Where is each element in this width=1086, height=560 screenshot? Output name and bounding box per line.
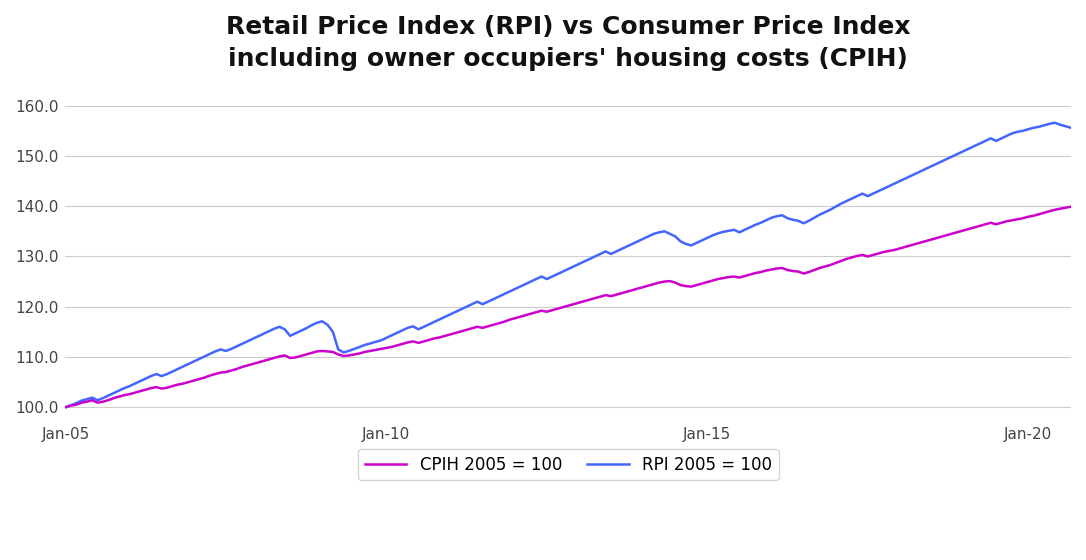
- CPIH 2005 = 100: [722, 274, 735, 281]
- RPI 2005 = 100: [813, 211, 826, 218]
- CPIH 2005 = 100: [850, 253, 863, 259]
- CPIH 2005 = 100: [813, 265, 826, 272]
- CPIH 2005 = 100: [256, 358, 269, 365]
- RPI 2005 = 100: [1048, 119, 1061, 126]
- Line: RPI 2005 = 100: RPI 2005 = 100: [65, 123, 1071, 407]
- RPI 2005 = 100: [1064, 124, 1077, 131]
- CPIH 2005 = 100: [439, 333, 452, 339]
- CPIH 2005 = 100: [219, 368, 232, 375]
- Line: CPIH 2005 = 100: CPIH 2005 = 100: [65, 207, 1071, 407]
- RPI 2005 = 100: [439, 314, 452, 320]
- CPIH 2005 = 100: [59, 404, 72, 410]
- Legend: CPIH 2005 = 100, RPI 2005 = 100: CPIH 2005 = 100, RPI 2005 = 100: [358, 449, 779, 480]
- RPI 2005 = 100: [850, 193, 863, 199]
- CPIH 2005 = 100: [1064, 203, 1077, 210]
- RPI 2005 = 100: [722, 227, 735, 234]
- RPI 2005 = 100: [59, 404, 72, 410]
- Title: Retail Price Index (RPI) vs Consumer Price Index
including owner occupiers' hous: Retail Price Index (RPI) vs Consumer Pri…: [226, 15, 910, 71]
- RPI 2005 = 100: [256, 330, 269, 337]
- RPI 2005 = 100: [219, 348, 232, 354]
